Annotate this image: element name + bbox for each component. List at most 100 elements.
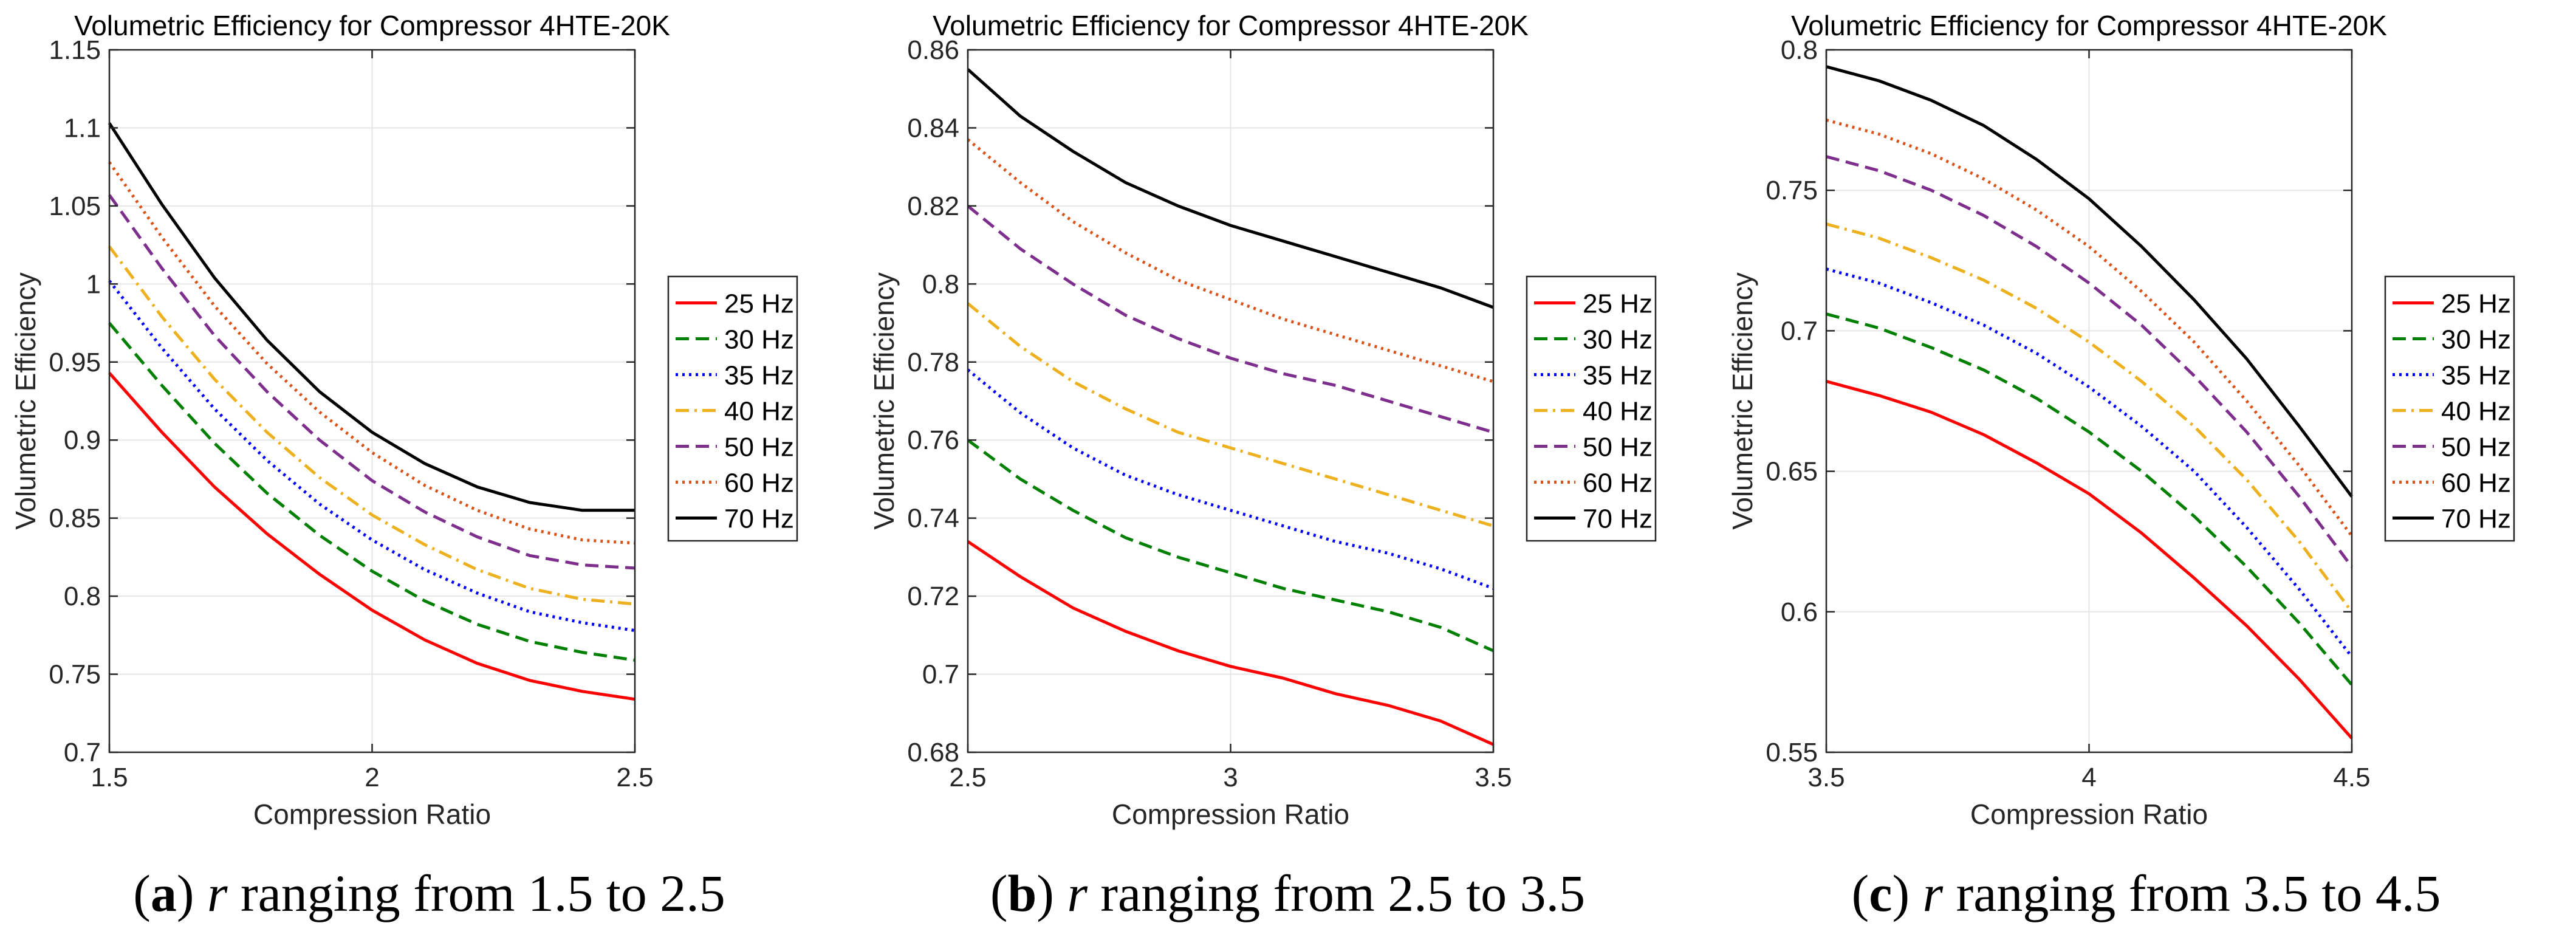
legend-entry-70-hz: 70 Hz xyxy=(724,504,794,534)
y-tick-label: 0.8 xyxy=(1781,35,1818,65)
series-line-25-hz xyxy=(108,372,635,701)
legend-entry-40-hz: 40 Hz xyxy=(724,397,794,427)
series-line-40-hz xyxy=(108,245,635,606)
y-axis-label: Volumetric Efficiency xyxy=(868,272,900,530)
x-axis-label: Compression Ratio xyxy=(253,798,491,830)
y-tick-label: 0.8 xyxy=(64,582,101,611)
y-tick-label: 0.85 xyxy=(49,504,101,534)
y-tick-label: 0.84 xyxy=(907,113,959,143)
x-tick-label: 3 xyxy=(1223,763,1238,792)
y-tick-label: 0.78 xyxy=(907,348,959,377)
caption-b-letter: b xyxy=(1007,864,1037,922)
x-tick-label: 2.5 xyxy=(616,763,653,792)
legend-entry-60-hz: 60 Hz xyxy=(2441,468,2511,498)
chart-panel-c: 3.5 4 4.5 0.55 0.6 0.65 0.7 0.75 0.8 Volumetric E… xyxy=(1717,0,2575,937)
series-line-60-hz xyxy=(967,138,1494,383)
y-tick-label: 0.6 xyxy=(1781,597,1818,627)
caption-c-paren-close: ) xyxy=(1892,864,1910,922)
chart-svg-a: 1.5 2 2.5 0.7 0.75 0.8 0.85 0.9 0.95 1 1.05 1.1 1.15… xyxy=(10,10,798,830)
y-axis-label: Volumetric Efficiency xyxy=(10,272,41,530)
series-line-30-hz xyxy=(108,321,635,662)
y-tick-label: 1 xyxy=(86,269,101,299)
series-line-50-hz xyxy=(108,194,635,570)
series-line-35-hz xyxy=(967,368,1494,590)
chart-title: Volumetric Efficiency for Compressor 4HT… xyxy=(74,10,670,41)
caption-c: (c) r ranging from 3.5 to 4.5 xyxy=(1717,863,2575,924)
x-tick-label: 2.5 xyxy=(949,763,986,792)
chart-panel-a: 1.5 2 2.5 0.7 0.75 0.8 0.85 0.9 0.95 1 1.05 1.1 1.15… xyxy=(0,0,858,937)
y-tick-label: 0.72 xyxy=(907,582,959,611)
chart-panel-b: 2.5 3 3.5 0.68 0.7 0.72 0.74 0.76 0.78 0.8 0.82 0.8… xyxy=(858,0,1717,937)
y-tick-label: 0.75 xyxy=(1766,176,1818,205)
y-tick-label: 1.15 xyxy=(49,35,101,65)
legend-entry-25-hz: 25 Hz xyxy=(1583,289,1653,319)
y-tick-label: 1.1 xyxy=(64,113,101,143)
y-tick-label: 0.8 xyxy=(922,269,959,299)
series-line-50-hz xyxy=(1826,155,2354,568)
legend-entry-50-hz: 50 Hz xyxy=(2441,433,2511,462)
y-tick-label: 1.05 xyxy=(49,191,101,221)
chart-title: Volumetric Efficiency for Compressor 4HT… xyxy=(933,10,1529,41)
chart-svg-b: 2.5 3 3.5 0.68 0.7 0.72 0.74 0.76 0.78 0.8 0.82 0.8… xyxy=(868,10,1657,830)
y-tick-label: 0.76 xyxy=(907,425,959,455)
y-tick-label: 0.65 xyxy=(1766,457,1818,487)
series-line-25-hz xyxy=(967,540,1495,746)
legend-entry-40-hz: 40 Hz xyxy=(1583,397,1653,427)
caption-a-paren-open: ( xyxy=(133,864,151,922)
series-line-60-hz xyxy=(1826,118,2354,537)
series-line-35-hz xyxy=(1826,267,2353,658)
caption-a-letter: a xyxy=(150,864,177,922)
caption-a-paren-close: ) xyxy=(176,864,194,922)
legend-entry-30-hz: 30 Hz xyxy=(724,325,794,355)
series-line-70-hz xyxy=(1826,65,2354,498)
series-line-60-hz xyxy=(108,161,635,545)
y-tick-label: 0.55 xyxy=(1766,738,1818,767)
series-line-30-hz xyxy=(1826,312,2353,686)
caption-b-paren-open: ( xyxy=(990,864,1008,922)
y-tick-label: 0.86 xyxy=(907,35,959,65)
caption-a-text: ranging from 1.5 to 2.5 xyxy=(227,864,725,922)
y-tick-label: 0.7 xyxy=(1781,316,1818,346)
series-line-30-hz xyxy=(967,439,1495,653)
y-tick-label: 0.82 xyxy=(907,191,959,221)
x-axis-label: Compression Ratio xyxy=(1112,798,1349,830)
caption-b-var: r xyxy=(1067,864,1088,922)
caption-c-paren-open: ( xyxy=(1851,864,1869,922)
caption-b: (b) r ranging from 2.5 to 3.5 xyxy=(858,863,1717,924)
legend-entry-30-hz: 30 Hz xyxy=(1583,325,1653,355)
caption-b-text: ranging from 2.5 to 3.5 xyxy=(1087,864,1586,922)
series-line-70-hz xyxy=(108,122,635,512)
y-tick-label: 0.75 xyxy=(49,660,101,690)
series-line-70-hz xyxy=(967,68,1494,309)
caption-b-paren-close: ) xyxy=(1036,864,1054,922)
series-line-25-hz xyxy=(1826,380,2353,740)
legend-entry-50-hz: 50 Hz xyxy=(1583,433,1653,462)
legend-box xyxy=(1526,275,1657,542)
legend-entry-60-hz: 60 Hz xyxy=(724,468,794,498)
caption-a: (a) r ranging from 1.5 to 2.5 xyxy=(0,863,858,924)
legend-entry-50-hz: 50 Hz xyxy=(724,433,794,462)
legend-entry-25-hz: 25 Hz xyxy=(2441,289,2511,319)
legend-entry-70-hz: 70 Hz xyxy=(2441,504,2511,534)
x-tick-label: 4.5 xyxy=(2333,763,2370,792)
series-line-40-hz xyxy=(1826,222,2354,613)
legend-entry-25-hz: 25 Hz xyxy=(724,289,794,319)
x-tick-label: 1.5 xyxy=(91,763,128,792)
y-axis-label: Volumetric Efficiency xyxy=(1727,272,1758,530)
series-line-50-hz xyxy=(967,204,1494,434)
legend-entry-70-hz: 70 Hz xyxy=(1583,504,1653,534)
y-tick-label: 0.7 xyxy=(64,738,101,767)
y-tick-label: 0.9 xyxy=(64,425,101,455)
legend-entry-35-hz: 35 Hz xyxy=(724,361,794,391)
x-tick-label: 4 xyxy=(2081,763,2096,792)
legend-entry-35-hz: 35 Hz xyxy=(1583,361,1653,391)
x-tick-label: 2 xyxy=(365,763,379,792)
y-tick-label: 0.68 xyxy=(907,738,959,767)
legend-entry-40-hz: 40 Hz xyxy=(2441,397,2511,427)
y-tick-label: 0.95 xyxy=(49,348,101,377)
series-line-40-hz xyxy=(967,302,1494,527)
legend-entry-60-hz: 60 Hz xyxy=(1583,468,1653,498)
caption-c-text: ranging from 3.5 to 4.5 xyxy=(1943,864,2441,922)
x-tick-label: 3.5 xyxy=(1475,763,1512,792)
